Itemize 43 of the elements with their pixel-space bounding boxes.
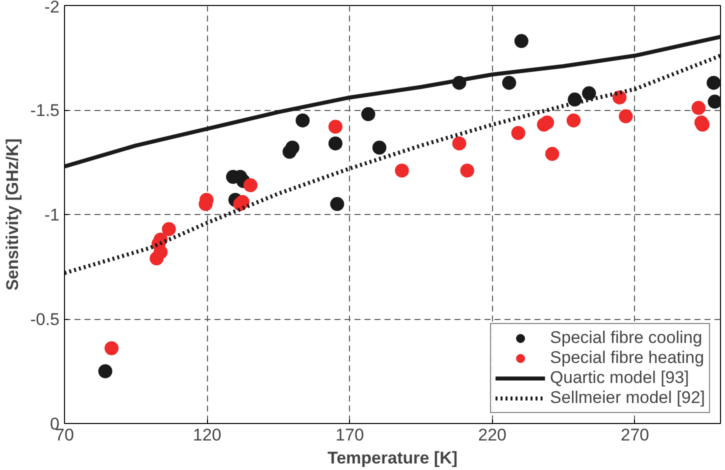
point xyxy=(394,164,409,178)
point xyxy=(243,178,258,192)
point xyxy=(540,116,554,130)
point xyxy=(612,90,627,104)
point xyxy=(502,76,516,90)
point xyxy=(582,86,596,100)
point xyxy=(372,140,386,155)
point xyxy=(708,94,720,109)
point xyxy=(328,120,342,134)
point xyxy=(285,140,300,155)
point xyxy=(296,113,310,128)
legend-label: Quartic model [93] xyxy=(550,368,689,388)
point xyxy=(460,164,474,178)
point xyxy=(545,146,560,161)
x-tick-label: 270 xyxy=(620,426,650,444)
legend-label: Special fibre cooling xyxy=(550,328,702,348)
point xyxy=(618,109,633,124)
y-tick-label: -0.5 xyxy=(30,310,60,329)
y-tick-label: -1.5 xyxy=(30,101,60,120)
point xyxy=(566,113,581,128)
point xyxy=(98,364,112,378)
y-tick-label: -1 xyxy=(44,206,60,224)
line-series xyxy=(64,34,720,168)
point xyxy=(514,34,528,48)
legend-label: Sellmeier model [92] xyxy=(550,388,705,408)
point xyxy=(706,76,720,90)
point xyxy=(511,126,526,140)
x-tick-label: 220 xyxy=(478,426,507,444)
y-tick-label: -2 xyxy=(44,0,60,16)
point xyxy=(452,136,466,150)
point xyxy=(692,100,706,115)
legend-label: Special fibre heating xyxy=(550,348,704,368)
line-series xyxy=(64,54,720,276)
x-axis-title: Temperature [K] xyxy=(327,448,458,468)
x-tick-label: 120 xyxy=(192,426,222,444)
x-tick-label: 170 xyxy=(336,426,364,444)
point xyxy=(104,341,119,356)
point xyxy=(162,222,176,236)
point xyxy=(328,136,342,150)
point xyxy=(235,194,250,209)
y-axis-title: Sensitivity [GHz/K] xyxy=(3,138,22,291)
point xyxy=(361,107,376,122)
point xyxy=(330,197,344,212)
